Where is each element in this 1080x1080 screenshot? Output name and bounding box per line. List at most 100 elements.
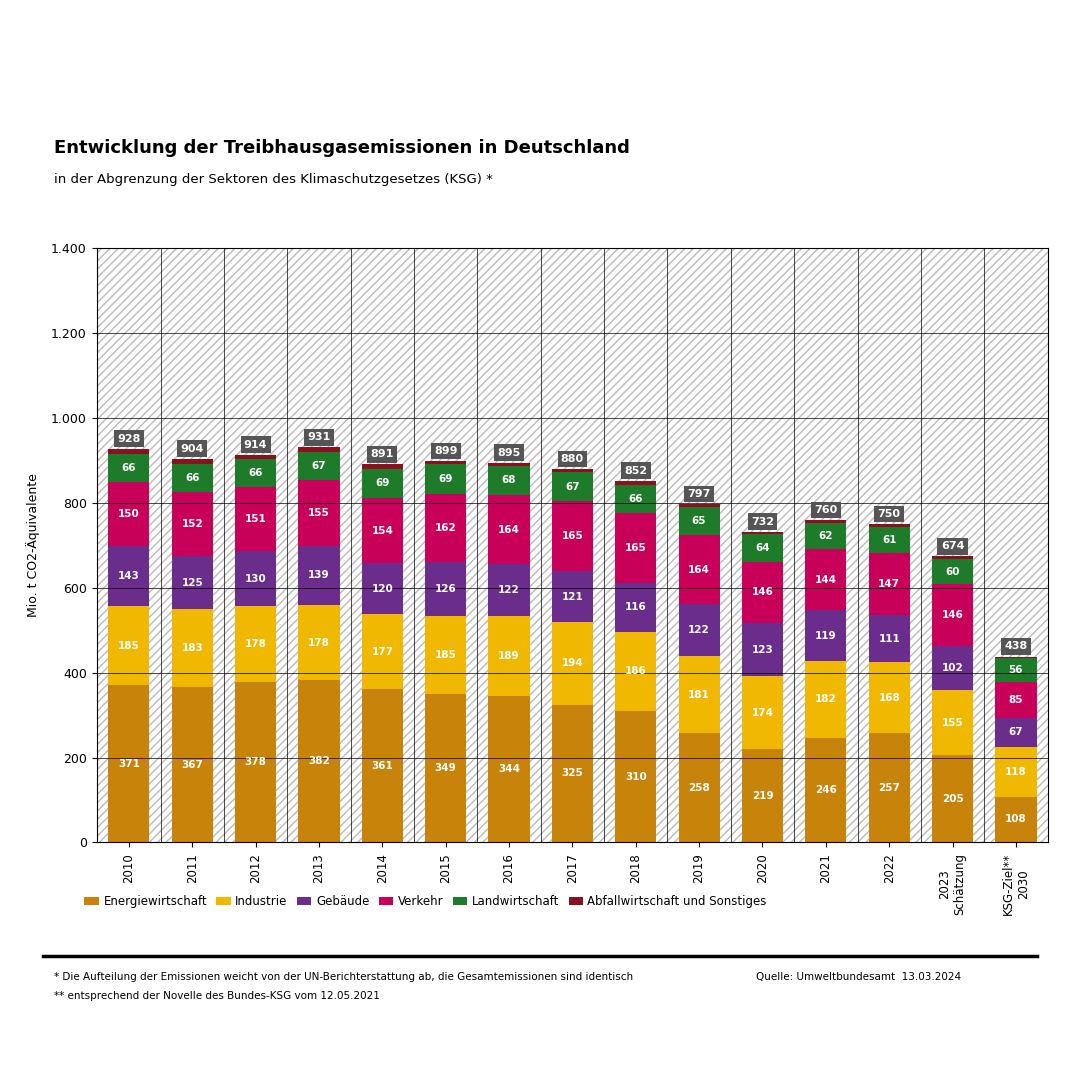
Text: 144: 144 — [814, 575, 837, 584]
Bar — [552, 472, 593, 501]
Bar — [742, 562, 783, 623]
Bar — [488, 495, 529, 565]
Bar — [616, 485, 657, 513]
Text: 126: 126 — [435, 584, 457, 594]
Text: 64: 64 — [755, 543, 770, 553]
Bar — [108, 685, 149, 842]
Bar — [426, 694, 467, 842]
Bar — [488, 565, 529, 617]
Bar — [235, 683, 276, 842]
Bar — [616, 583, 657, 632]
Bar — [488, 467, 529, 495]
Bar — [932, 646, 973, 690]
Text: 178: 178 — [245, 639, 267, 649]
Bar — [172, 491, 213, 556]
Bar — [488, 697, 529, 842]
Text: 760: 760 — [814, 504, 837, 515]
Text: 891: 891 — [370, 449, 394, 459]
Bar — [362, 564, 403, 615]
Text: 108: 108 — [1005, 814, 1027, 824]
Bar — [742, 676, 783, 750]
Bar — [235, 455, 276, 459]
Text: 125: 125 — [181, 578, 203, 588]
Text: 361: 361 — [372, 760, 393, 771]
Text: 185: 185 — [435, 650, 457, 660]
Bar — [172, 459, 213, 463]
Text: 60: 60 — [945, 567, 960, 577]
Bar — [362, 498, 403, 564]
Text: 119: 119 — [815, 631, 837, 640]
Bar — [678, 657, 719, 733]
Text: 258: 258 — [688, 783, 710, 793]
Bar — [678, 733, 719, 842]
Bar — [616, 632, 657, 711]
Bar — [616, 711, 657, 842]
Bar — [235, 487, 276, 551]
Text: 147: 147 — [878, 579, 901, 589]
Bar — [552, 501, 593, 571]
Text: 67: 67 — [565, 482, 580, 491]
Bar — [932, 559, 973, 584]
Bar — [235, 607, 276, 683]
Bar — [235, 551, 276, 607]
Bar — [742, 750, 783, 842]
Text: 899: 899 — [434, 446, 458, 456]
Bar — [616, 513, 657, 583]
Text: 183: 183 — [181, 643, 203, 653]
Text: 66: 66 — [122, 463, 136, 473]
Text: 85: 85 — [1009, 696, 1023, 705]
Text: 325: 325 — [562, 769, 583, 779]
Bar — [742, 531, 783, 535]
Text: 102: 102 — [942, 663, 963, 673]
Bar — [996, 683, 1037, 718]
Bar — [108, 455, 149, 482]
Text: Quelle: Umweltbundesamt  13.03.2024: Quelle: Umweltbundesamt 13.03.2024 — [756, 972, 961, 982]
Bar — [742, 623, 783, 676]
Text: 732: 732 — [751, 516, 774, 527]
Bar — [996, 658, 1037, 683]
Bar — [298, 680, 339, 842]
Text: ** entsprechend der Novelle des Bundes-KSG vom 12.05.2021: ** entsprechend der Novelle des Bundes-K… — [54, 991, 380, 1001]
Text: 185: 185 — [118, 640, 139, 651]
Text: 164: 164 — [688, 565, 710, 575]
Text: 122: 122 — [498, 585, 519, 595]
Bar — [488, 617, 529, 697]
Bar — [932, 556, 973, 559]
Bar — [996, 657, 1037, 658]
Text: 66: 66 — [185, 473, 200, 483]
Text: 674: 674 — [941, 541, 964, 551]
Bar — [996, 797, 1037, 842]
Text: 67: 67 — [312, 461, 326, 471]
Text: 121: 121 — [562, 592, 583, 602]
Bar — [806, 610, 847, 661]
Bar — [172, 463, 213, 491]
Text: 219: 219 — [752, 791, 773, 801]
Text: Entwicklung der Treibhausgasemissionen in Deutschland: Entwicklung der Treibhausgasemissionen i… — [54, 138, 630, 157]
Bar — [426, 461, 467, 464]
Bar — [108, 545, 149, 607]
Bar — [298, 447, 339, 451]
Text: 69: 69 — [375, 478, 390, 488]
Text: 750: 750 — [878, 509, 901, 519]
Text: 257: 257 — [878, 783, 900, 793]
Bar — [552, 469, 593, 472]
Text: 164: 164 — [498, 525, 519, 535]
Bar — [298, 545, 339, 605]
Text: 177: 177 — [372, 647, 393, 657]
Bar — [806, 523, 847, 550]
Bar — [172, 687, 213, 842]
Bar — [806, 661, 847, 738]
Text: 382: 382 — [308, 756, 329, 767]
Legend: Energiewirtschaft, Industrie, Gebäude, Verkehr, Landwirtschaft, Abfallwirtschaft: Energiewirtschaft, Industrie, Gebäude, V… — [80, 891, 771, 913]
Bar — [108, 607, 149, 685]
Text: 186: 186 — [625, 666, 647, 676]
Bar — [298, 605, 339, 680]
Text: 344: 344 — [498, 765, 521, 774]
Text: 154: 154 — [372, 526, 393, 536]
Bar — [868, 524, 909, 527]
Text: 880: 880 — [561, 454, 584, 464]
Bar — [678, 504, 719, 508]
Text: 155: 155 — [942, 717, 963, 728]
Bar — [298, 480, 339, 545]
Text: 378: 378 — [245, 757, 267, 767]
